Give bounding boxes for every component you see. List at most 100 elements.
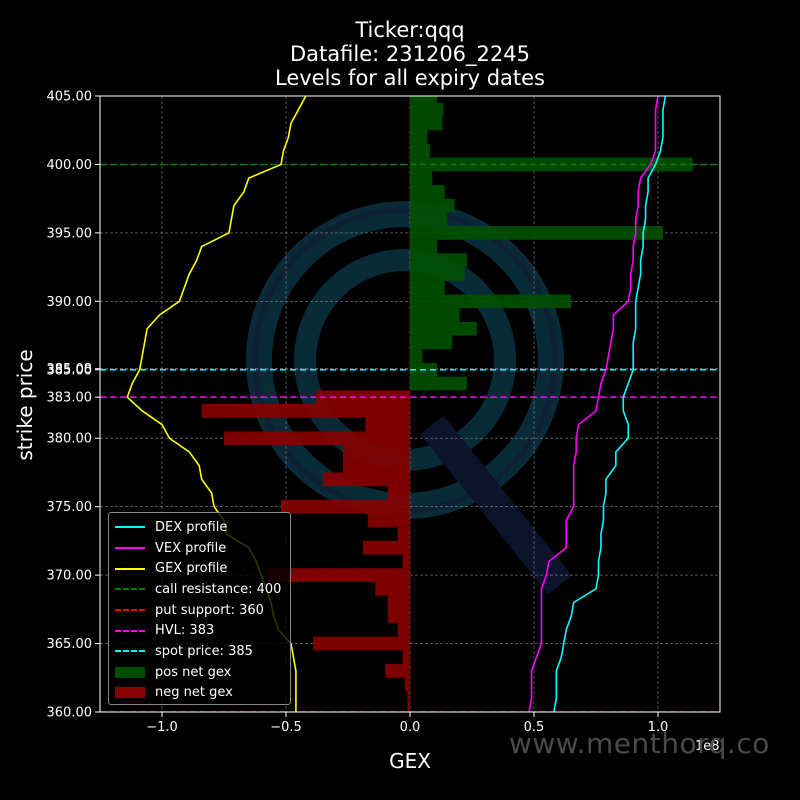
pos-net-gex-bar (410, 171, 433, 185)
neg-net-gex-bar (387, 609, 410, 624)
chart-title-block: Ticker:qqq Datafile: 231206_2245 Levels … (0, 18, 800, 90)
neg-net-gex-bar (402, 554, 410, 569)
y-tick-label: 390.00 (47, 295, 93, 310)
neg-net-gex-bar (343, 445, 410, 459)
chart-title-levels: Levels for all expiry dates (275, 66, 545, 90)
chart-title-datafile: Datafile: 231206_2245 (290, 42, 530, 66)
pos-net-gex-bar (410, 294, 572, 309)
pos-net-gex-bar (410, 335, 453, 350)
pos-net-gex-bar (410, 130, 428, 144)
neg-net-gex-bar (407, 691, 410, 706)
legend-label: GEX profile (155, 561, 228, 577)
legend-label: VEX profile (155, 540, 227, 556)
pos-net-gex-bar (410, 226, 663, 240)
pos-net-gex-bar (410, 198, 455, 213)
neg-net-gex-bar (387, 595, 410, 610)
legend-label: pos net gex (155, 664, 232, 680)
watermark-text: www.menthorq.co (509, 727, 770, 760)
y-tick-label: 383.00 (47, 391, 93, 406)
neg-net-gex-bar (224, 431, 410, 446)
pos-net-gex-bar (410, 143, 430, 158)
y-tick-label: 385.08 (47, 362, 93, 377)
pos-net-gex-bar (410, 96, 438, 103)
pos-net-gex-bar (410, 253, 468, 268)
legend-label: neg net gex (155, 685, 233, 701)
legend-swatch (115, 588, 145, 591)
legend-swatch (115, 687, 145, 699)
legend-item: HVL: 383 (115, 620, 284, 641)
neg-net-gex-bar (281, 499, 410, 514)
legend-item: call resistance: 400 (115, 579, 284, 600)
pos-net-gex-bar (410, 308, 460, 322)
legend-swatch (115, 629, 145, 632)
legend-label: HVL: 383 (155, 623, 215, 639)
y-tick-label: 375.00 (47, 500, 93, 515)
y-tick-label: 400.00 (47, 158, 93, 173)
pos-net-gex-bar (410, 102, 444, 117)
pos-net-gex-bar (410, 376, 468, 391)
neg-net-gex-bar (397, 527, 410, 541)
x-tick-label: 0.5 (524, 720, 545, 735)
neg-net-gex-bar (367, 513, 410, 528)
y-axis-ticks: 360.00 365.00 370.00 375.00 380.00 383.00 385.… (47, 90, 100, 721)
legend-label: put support: 360 (155, 602, 264, 618)
legend-swatch (115, 547, 145, 550)
pos-net-gex-bar (410, 280, 445, 295)
legend-swatch (115, 650, 145, 653)
y-tick-label: 385.00 (47, 363, 93, 378)
neg-net-gex-bar (268, 568, 410, 582)
neg-net-gex-bar (362, 540, 410, 555)
x-axis-offset-label: 1e8 (695, 739, 720, 754)
legend-item: pos net gex (115, 662, 284, 683)
legend-label: spot price: 385 (155, 643, 253, 659)
neg-net-gex-bar (385, 664, 410, 678)
legend-item: GEX profile (115, 558, 284, 579)
neg-net-gex-bar (313, 636, 410, 651)
legend-swatch (115, 666, 145, 678)
pos-net-gex-bar (410, 212, 448, 227)
pos-net-gex-bar (410, 116, 443, 131)
vex-profile-line (528, 96, 659, 712)
y-tick-label: 395.00 (47, 226, 93, 241)
x-tick-label: 0.0 (400, 720, 421, 735)
neg-net-gex-bar (343, 458, 410, 473)
y-tick-label: 380.00 (47, 432, 93, 447)
dex-profile-line (553, 96, 667, 712)
chart-title-ticker: Ticker:qqq (355, 18, 465, 42)
legend-label: DEX profile (155, 519, 228, 535)
neg-net-gex-bar (375, 581, 410, 596)
neg-net-gex-bar (323, 472, 410, 487)
neg-net-gex-bar (407, 705, 410, 712)
x-axis-ticks: −1.0 −0.5 0.0 0.5 1.0 (146, 712, 668, 735)
legend-swatch (115, 567, 145, 570)
y-tick-label: 360.00 (47, 706, 93, 721)
y-tick-label: 405.00 (47, 90, 93, 105)
pos-net-gex-bar (410, 349, 423, 363)
y-axis-label: strike price (13, 349, 37, 461)
y-tick-label: 370.00 (47, 569, 93, 584)
pos-net-gex-bar (410, 239, 438, 254)
pos-net-gex-bar (410, 267, 465, 281)
legend-item: DEX profile (115, 517, 284, 538)
neg-net-gex-bar (365, 417, 410, 432)
legend-item: put support: 360 (115, 600, 284, 621)
pos-net-gex-bar (410, 321, 477, 336)
x-tick-label: −1.0 (146, 720, 178, 735)
legend-item: neg net gex (115, 683, 284, 704)
legend-swatch (115, 609, 145, 612)
x-tick-label: 1.0 (648, 720, 669, 735)
neg-net-gex-bar (405, 677, 410, 692)
legend-item: spot price: 385 (115, 641, 284, 662)
legend-item: VEX profile (115, 538, 284, 559)
x-axis-label: GEX (389, 749, 431, 773)
legend-swatch (115, 526, 145, 529)
y-tick-label: 365.00 (47, 637, 93, 652)
neg-net-gex-bar (387, 486, 410, 500)
neg-net-gex-bar (201, 404, 410, 418)
level-lines (100, 163, 720, 712)
neg-net-gex-bar (402, 650, 410, 665)
x-tick-label: −0.5 (270, 720, 302, 735)
legend-label: call resistance: 400 (155, 581, 282, 597)
pos-net-gex-bar (410, 184, 445, 199)
